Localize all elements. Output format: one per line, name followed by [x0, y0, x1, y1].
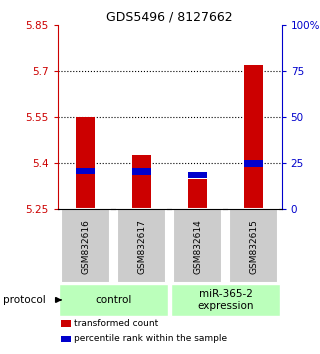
Text: percentile rank within the sample: percentile rank within the sample	[74, 334, 228, 343]
Bar	[59, 284, 168, 316]
Bar	[188, 179, 207, 209]
Text: GSM832617: GSM832617	[137, 219, 146, 274]
Bar	[61, 209, 110, 283]
Text: control: control	[95, 295, 132, 305]
Title: GDS5496 / 8127662: GDS5496 / 8127662	[106, 11, 233, 24]
Bar	[61, 336, 71, 342]
Text: miR-365-2
expression: miR-365-2 expression	[197, 289, 254, 311]
Bar	[188, 171, 207, 178]
Bar	[244, 65, 263, 209]
Bar	[229, 209, 278, 283]
Bar	[76, 167, 95, 174]
Text: protocol: protocol	[3, 295, 46, 305]
Bar	[244, 160, 263, 167]
Bar	[76, 118, 95, 209]
Text: GSM832616: GSM832616	[81, 219, 90, 274]
Text: GSM832614: GSM832614	[193, 219, 202, 274]
Bar	[132, 169, 151, 175]
Bar	[132, 155, 151, 209]
Bar	[117, 209, 166, 283]
Bar	[171, 284, 280, 316]
Bar	[61, 320, 71, 327]
Text: transformed count: transformed count	[74, 319, 159, 328]
Text: GSM832615: GSM832615	[249, 219, 258, 274]
Bar	[173, 209, 222, 283]
